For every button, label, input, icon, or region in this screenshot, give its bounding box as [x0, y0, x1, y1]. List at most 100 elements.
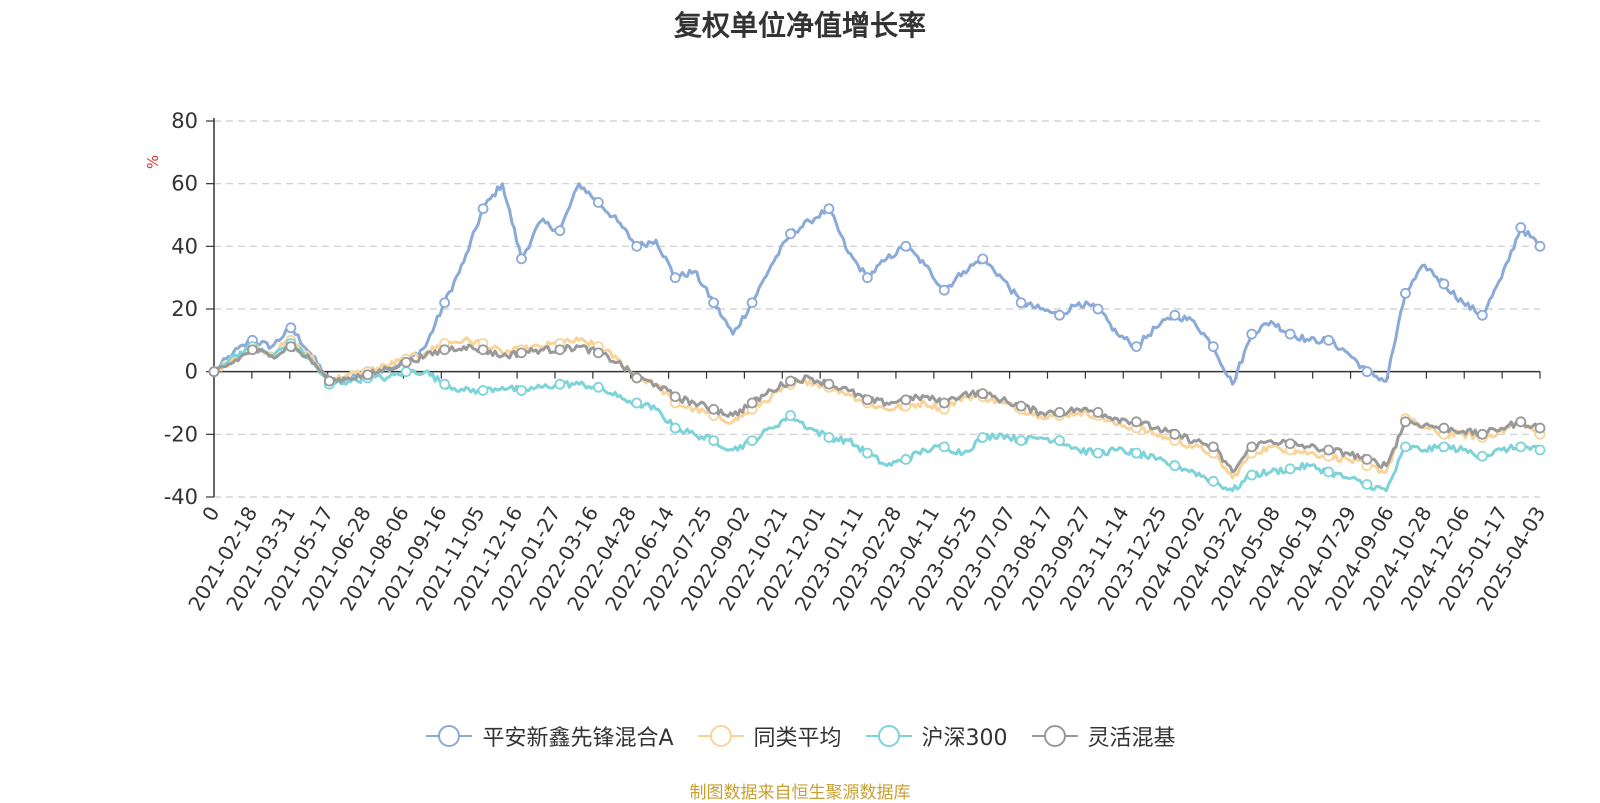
grid-layer: [214, 120, 1540, 498]
data-point: [323, 375, 335, 387]
data-point: [669, 422, 681, 434]
data-point: [746, 297, 758, 309]
data-point: [1534, 444, 1546, 456]
data-point: [1323, 444, 1335, 456]
data-point: [746, 397, 758, 409]
data-point: [439, 378, 451, 390]
data-point: [708, 403, 720, 415]
line-chart: -40-20020406080%02021-02-182021-03-31202…: [144, 109, 1550, 615]
y-tick-label: 0: [185, 360, 198, 384]
data-point: [785, 228, 796, 240]
data-point: [208, 366, 220, 378]
data-point: [1284, 328, 1296, 340]
data-point: [1131, 416, 1142, 428]
data-point: [1515, 416, 1527, 428]
data-point: [439, 297, 451, 309]
series-line-2: [212, 341, 1542, 493]
axis-layer: [206, 118, 1541, 498]
data-point: [1131, 341, 1142, 353]
data-point: [1015, 297, 1027, 309]
data-point: [1207, 441, 1219, 453]
data-point: [1400, 287, 1411, 299]
data-point: [823, 378, 835, 390]
legend-marker-icon: [1031, 725, 1078, 747]
y-tick-label: 80: [171, 109, 198, 133]
data-point: [669, 391, 681, 403]
series-line-3: [212, 343, 1541, 474]
data-point: [592, 347, 604, 359]
series-layer: [208, 182, 1546, 493]
x-tick-label: 0: [197, 502, 224, 525]
data-point: [1054, 435, 1065, 447]
data-point: [900, 394, 912, 406]
data-point: [1169, 428, 1181, 440]
y-tick-label: -20: [164, 422, 198, 446]
data-point: [554, 225, 566, 237]
legend-label: 平安新鑫先锋混合A: [482, 726, 674, 751]
data-point: [977, 388, 989, 400]
data-point: [1323, 334, 1335, 346]
data-point: [1131, 447, 1142, 459]
legend-item-flexible-mixed[interactable]: 灵活混基: [1030, 720, 1176, 752]
data-point: [938, 441, 950, 453]
y-axis-unit-label: %: [144, 155, 162, 169]
data-point: [1015, 400, 1027, 412]
data-point: [631, 240, 643, 252]
data-point: [1400, 416, 1411, 428]
data-point: [1515, 441, 1527, 453]
legend-marker-icon: [697, 725, 744, 747]
data-point: [1054, 406, 1065, 418]
label-layer: -40-20020406080%02021-02-182021-03-31202…: [144, 109, 1550, 615]
source-note: 制图数据来自恒生聚源数据库: [689, 783, 911, 803]
y-tick-label: 20: [171, 297, 198, 321]
data-point: [1361, 453, 1373, 465]
data-point: [516, 253, 527, 265]
data-point: [516, 347, 527, 359]
data-point: [247, 344, 258, 356]
legend-marker-icon: [865, 725, 912, 747]
data-point: [1092, 447, 1104, 459]
chart-title: 复权单位净值增长率: [673, 9, 926, 42]
data-point: [477, 385, 489, 396]
data-point: [400, 366, 412, 378]
series-line-1: [212, 336, 1542, 480]
data-point: [900, 240, 912, 252]
data-point: [1284, 463, 1296, 475]
data-point: [1015, 435, 1027, 447]
data-point: [1092, 406, 1104, 418]
data-point: [1438, 422, 1450, 434]
data-point: [477, 203, 489, 215]
data-point: [1534, 240, 1546, 252]
y-tick-label: 40: [171, 234, 198, 258]
y-tick-label: 60: [171, 172, 198, 196]
data-point: [746, 435, 758, 447]
data-point: [285, 322, 297, 334]
data-point: [977, 432, 989, 443]
data-point: [439, 344, 451, 356]
legend-label: 沪深300: [921, 726, 1008, 751]
data-point: [592, 197, 604, 208]
legend-item-peer-average[interactable]: 同类平均: [696, 720, 842, 752]
data-point: [1323, 466, 1335, 478]
legend-item-fund[interactable]: 平安新鑫先锋混合A: [424, 720, 674, 752]
data-point: [861, 394, 873, 406]
data-point: [516, 385, 527, 396]
data-point: [1361, 479, 1373, 490]
data-point: [285, 341, 297, 353]
data-point: [592, 381, 604, 393]
data-point: [477, 344, 489, 356]
data-point: [1207, 341, 1219, 353]
data-point: [1400, 441, 1411, 453]
data-point: [1438, 441, 1450, 453]
data-point: [708, 297, 720, 309]
data-point: [938, 284, 950, 296]
legend-item-csi300[interactable]: 沪深300: [864, 720, 1008, 752]
data-point: [554, 378, 566, 390]
data-point: [938, 397, 950, 409]
data-point: [1246, 469, 1258, 481]
data-point: [1207, 475, 1219, 487]
data-point: [1169, 460, 1181, 472]
data-point: [1476, 428, 1488, 440]
data-point: [362, 369, 374, 381]
data-point: [785, 375, 796, 387]
